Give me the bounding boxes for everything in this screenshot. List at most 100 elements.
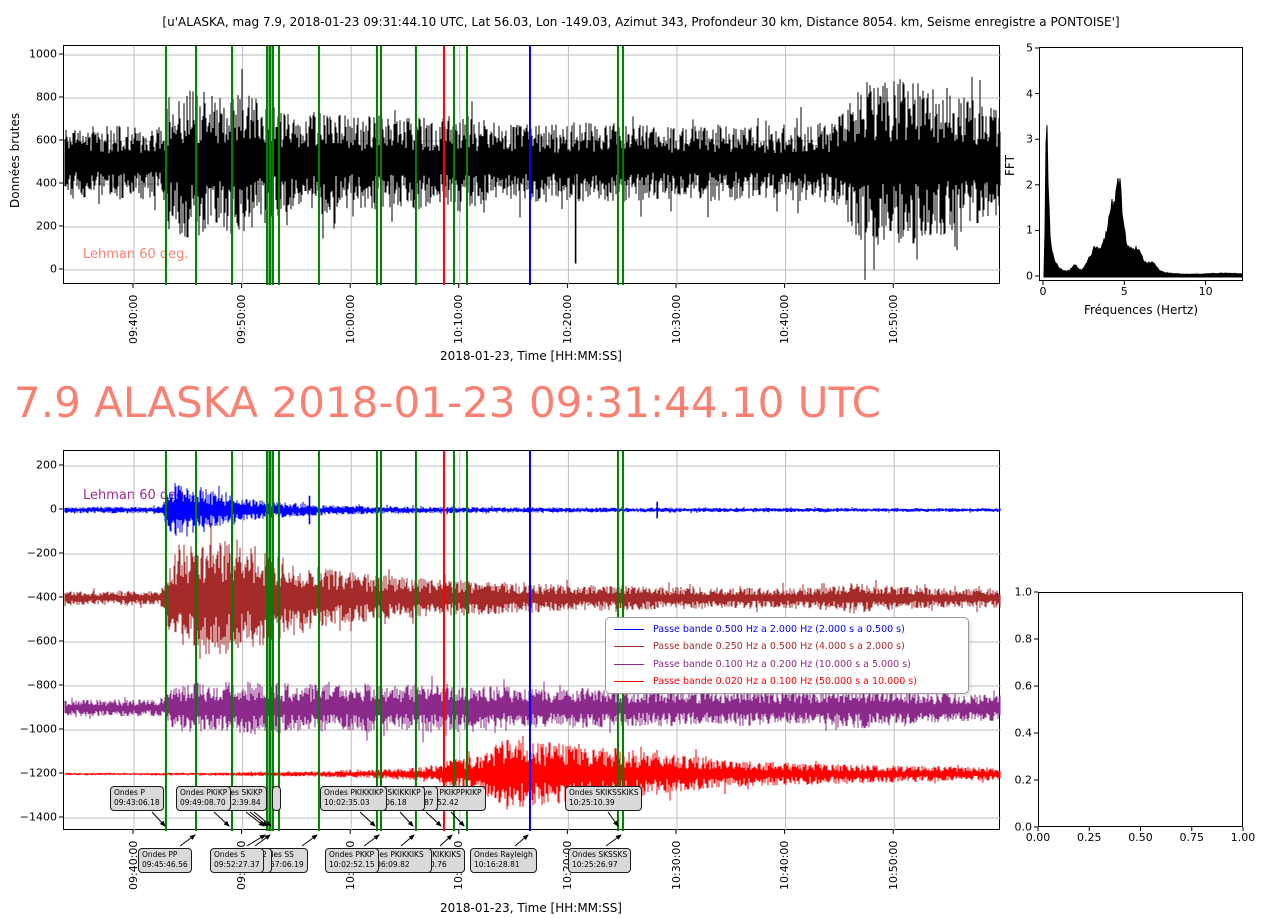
- legend-item: Passe bande 0.100 Hz a 0.200 Hz (10.000 …: [614, 659, 960, 670]
- x-tick-label-filtered: 10:50:00: [886, 840, 900, 890]
- phase-annotation-time: 10:06:09.82: [364, 860, 410, 870]
- fft-plot: [1039, 47, 1243, 281]
- legend-line-sample: [614, 646, 644, 648]
- x-tick-label-empty: 0.50: [1128, 831, 1153, 844]
- phase-annotation: Ondes PP 09:45:46.56: [138, 848, 192, 873]
- y-tick-label-raw: 600: [36, 133, 57, 147]
- x-tick-label-fft: 0: [1039, 285, 1047, 298]
- x-tick-label-raw: 09:40:00: [126, 294, 140, 344]
- phase-annotation: Ondes P 09:43:06.18: [110, 786, 164, 811]
- phase-annotation-label: Ondes SKSSKS: [572, 850, 628, 859]
- fft-curve: [1043, 125, 1243, 278]
- figure-suptitle: [u'ALASKA, mag 7.9, 2018-01-23 09:31:44.…: [162, 15, 1120, 29]
- phase-annotation-time: 09:52:39.84: [215, 798, 261, 808]
- x-tick-label-raw: 09:50:00: [235, 294, 249, 344]
- y-tick-label-fft: 5: [1026, 41, 1033, 55]
- legend-item-label: Passe bande 0.020 Hz a 0.100 Hz (50.000 …: [653, 675, 917, 687]
- x-tick-label-empty: 0.00: [1025, 831, 1051, 844]
- x-tick-label-raw: 10:50:00: [886, 294, 900, 344]
- phase-annotation-time: 10:25:26.97: [572, 860, 618, 870]
- phase-annotation-time: 10:25:10.39: [569, 798, 615, 808]
- legend-item-label: Passe bande 0.100 Hz a 0.200 Hz (10.000 …: [653, 658, 911, 670]
- x-tick-label-filtered: 10:30:00: [669, 840, 683, 890]
- y-tick-label-filtered: −1200: [19, 766, 57, 780]
- x-tick-label-raw: 10:10:00: [452, 294, 466, 344]
- y-tick-label-fft: 1: [1026, 223, 1033, 237]
- y-tick-label-filtered: 200: [36, 458, 57, 472]
- legend-item: Passe bande 0.500 Hz a 2.000 Hz (2.000 s…: [614, 624, 960, 635]
- phase-annotation-label: Ondes PKiKP: [180, 788, 228, 797]
- legend-line-sample: [614, 629, 644, 631]
- phase-annotation: Ondes PKIKKIKP 10:02:35.03: [320, 786, 388, 811]
- y-tick-label-fft: 3: [1026, 132, 1033, 146]
- phase-annotation: Ondes PKiKP 09:49:08.70: [176, 786, 232, 811]
- x-tick-label-raw: 10:00:00: [343, 294, 357, 344]
- phase-annotation-label: Ondes SKIKKIKP: [361, 788, 421, 797]
- x-tick-label-filtered: 10:40:00: [778, 840, 792, 890]
- y-tick-label-filtered: −800: [26, 678, 57, 692]
- x-tick-label-raw: 10:20:00: [560, 294, 574, 344]
- phase-annotation: [272, 786, 281, 811]
- x-axis-label-raw: 2018-01-23, Time [HH:MM:SS]: [440, 349, 622, 363]
- y-tick-label-filtered: −1000: [19, 722, 57, 736]
- phase-annotation-label: Ondes SS: [258, 850, 294, 859]
- phase-annotation-label: Ondes SKIKSSKIKS: [569, 788, 639, 797]
- legend-line-sample: [614, 680, 644, 682]
- x-tick-label-empty: 0.75: [1179, 831, 1205, 844]
- empty-plot: [1038, 592, 1243, 827]
- y-tick-label-fft: 2: [1026, 178, 1033, 192]
- phase-annotation: Ondes SKIKSSKIKS 10:25:10.39: [565, 786, 643, 811]
- y-tick-label-raw: 400: [36, 176, 57, 190]
- x-tick-label-empty: 0.25: [1077, 831, 1102, 844]
- y-tick-label-raw: 0: [50, 262, 57, 276]
- trace-passe-bande-0-500-hz-a-2-000-hz: [64, 483, 1001, 537]
- y-tick-label-fft: 4: [1026, 87, 1033, 101]
- phase-annotation-time: 09:49:08.70: [180, 798, 226, 808]
- phase-annotation-label: Ondes PKIKPPKIKP: [413, 788, 482, 797]
- trace-donnees-brutes: [64, 69, 1001, 280]
- legend-line-sample: [614, 663, 644, 665]
- y-tick-label-filtered: −400: [26, 590, 57, 604]
- phase-annotation-label: Ondes PKKP: [329, 850, 375, 859]
- y-tick-label-empty: 0.8: [1014, 632, 1033, 646]
- x-axis-label-fft: Fréquences (Hertz): [1083, 303, 1199, 317]
- fft-canvas: [1043, 125, 1243, 278]
- legend: Passe bande 0.500 Hz a 2.000 Hz (2.000 s…: [605, 617, 969, 694]
- phase-annotation-label: Ondes SKiKP: [215, 788, 263, 797]
- x-tick-label-raw: 10:30:00: [669, 294, 683, 344]
- y-tick-label-raw: 200: [36, 219, 57, 233]
- y-tick-label-empty: 1.0: [1014, 585, 1033, 599]
- y-tick-label-fft: 0: [1026, 269, 1033, 283]
- phase-annotation-time: 10:02:52.15: [329, 860, 375, 870]
- phase-annotation-time: 10:02:35.03: [324, 798, 370, 808]
- phase-annotation-time: 09:57:06.19: [258, 860, 304, 870]
- phase-annotation-label: Ondes PKIKKIKS: [364, 850, 424, 859]
- y-tick-label-filtered: −200: [26, 546, 57, 560]
- y-axis-label-raw: Données brutes: [8, 112, 22, 208]
- legend-item-label: Passe bande 0.500 Hz a 2.000 Hz (2.000 s…: [653, 624, 905, 636]
- y-axis-label-fft: FFT: [1003, 155, 1017, 176]
- raw_seismogram-canvas: [64, 46, 1001, 285]
- y-tick-label-filtered: 0: [50, 502, 57, 516]
- y-tick-label-raw: 800: [36, 90, 57, 104]
- event-title: 7.9 ALASKA 2018-01-23 09:31:44.10 UTC: [14, 378, 881, 427]
- phase-annotation-time: 09:43:06.18: [114, 798, 160, 808]
- x-tick-label-fft: 5: [1120, 285, 1128, 298]
- x-tick-label-fft: 10: [1198, 285, 1213, 298]
- y-tick-label-filtered: −600: [26, 634, 57, 648]
- phase-vlines: [164, 46, 625, 285]
- raw-seismogram-plot: [63, 45, 1001, 285]
- legend-item-label: Passe bande 0.250 Hz a 0.500 Hz (4.000 s…: [653, 641, 905, 653]
- phase-annotation: Ondes Rayleigh 10:16:28.81: [470, 848, 537, 873]
- legend-item: Passe bande 0.020 Hz a 0.100 Hz (50.000 …: [614, 676, 960, 687]
- x-tick-label-empty: 1.00: [1230, 831, 1256, 844]
- phase-annotation-label: Ondes P: [114, 788, 145, 797]
- phase-annotation-label: Ondes PP: [142, 850, 178, 859]
- phase-annotation: Ondes SKSSKS 10:25:26.97: [568, 848, 632, 873]
- y-tick-label-empty: 0.4: [1014, 726, 1033, 740]
- x-axis-label-filtered: 2018-01-23, Time [HH:MM:SS]: [440, 901, 622, 915]
- y-tick-label-filtered: −1400: [19, 810, 57, 824]
- phase-annotation-time: 10:16:28.81: [474, 860, 520, 870]
- phase-annotation-label: Ondes S: [214, 850, 246, 859]
- phase-annotation: Ondes S 09:52:27.37: [210, 848, 264, 873]
